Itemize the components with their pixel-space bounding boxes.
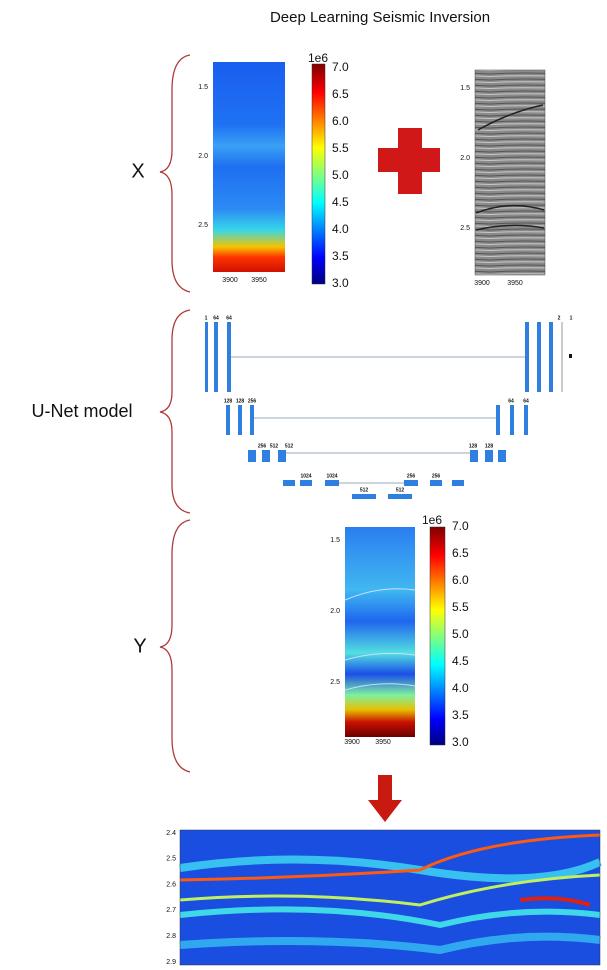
velocity-image xyxy=(213,62,285,272)
channel-label: 128 xyxy=(469,443,478,449)
y-tick: 2.4 xyxy=(166,830,176,837)
y-tick: 2.0 xyxy=(198,153,208,160)
colorbar-exponent: 1e6 xyxy=(308,51,328,65)
x-tick: 3900 xyxy=(474,280,490,287)
reflector xyxy=(475,104,545,231)
colorbar-tick: 5.5 xyxy=(332,141,349,155)
channel-label: 512 xyxy=(270,443,279,449)
section-layers xyxy=(179,833,602,955)
channel-label: 64 xyxy=(523,398,529,404)
colorbar-tick: 5.5 xyxy=(452,600,469,614)
y-tick: 1.5 xyxy=(460,85,470,92)
channel-label: 256 xyxy=(432,473,441,479)
colorbar-tick: 4.5 xyxy=(452,654,469,668)
colorbar xyxy=(311,63,326,285)
x-tick: 3900 xyxy=(344,739,360,746)
colorbar-tick: 5.0 xyxy=(332,168,349,182)
channel-label: 1024 xyxy=(326,473,337,479)
brace xyxy=(159,54,191,293)
frame xyxy=(179,829,601,966)
channel-label: 128 xyxy=(485,443,494,449)
channel-label: 256 xyxy=(258,443,267,449)
brace xyxy=(159,519,191,773)
colorbar-tick: 7.0 xyxy=(332,60,349,74)
colorbar-tick: 5.0 xyxy=(452,627,469,641)
label: Y xyxy=(133,635,146,657)
y-tick: 2.9 xyxy=(166,959,176,966)
channel-label: 256 xyxy=(407,473,416,479)
brace xyxy=(159,309,191,514)
seismic-image xyxy=(474,69,546,276)
y-tick: 2.5 xyxy=(460,225,470,232)
colorbar-tick: 6.5 xyxy=(332,87,349,101)
y-tick: 2.5 xyxy=(198,222,208,229)
x-tick: 3900 xyxy=(222,277,238,284)
y-tick: 2.0 xyxy=(460,155,470,162)
channel-label: 64 xyxy=(213,315,219,321)
colorbar-tick: 6.0 xyxy=(332,114,349,128)
channel-label: 512 xyxy=(285,443,294,449)
x-tick: 3950 xyxy=(251,277,267,284)
colorbar xyxy=(429,526,446,746)
label: X xyxy=(131,160,144,182)
y-tick: 2.5 xyxy=(330,679,340,686)
velocity-image xyxy=(345,527,415,737)
colorbar-tick: 3.5 xyxy=(452,708,469,722)
channel-label: 1 xyxy=(570,315,573,321)
plus-icon xyxy=(378,128,440,194)
channel-label: 1024 xyxy=(300,473,311,479)
colorbar-tick: 4.0 xyxy=(332,222,349,236)
y-tick: 2.5 xyxy=(166,856,176,863)
y-tick: 1.5 xyxy=(330,537,340,544)
layer xyxy=(344,588,416,691)
arrow xyxy=(368,775,402,822)
colorbar-tick: 3.5 xyxy=(332,249,349,263)
colorbar-exponent: 1e6 xyxy=(422,513,442,527)
channel-label: 256 xyxy=(248,398,257,404)
title: Deep Learning Seismic Inversion xyxy=(270,9,490,26)
y-tick: 1.5 xyxy=(198,84,208,91)
channel-label: 64 xyxy=(226,315,232,321)
colorbar-tick: 7.0 xyxy=(452,519,469,533)
channel-label: 128 xyxy=(224,398,233,404)
x-tick: 3950 xyxy=(375,739,391,746)
y-tick: 2.8 xyxy=(166,933,176,940)
y-tick: 2.6 xyxy=(166,881,176,888)
colorbar-tick: 6.5 xyxy=(452,546,469,560)
channel-label: 2 xyxy=(558,315,561,321)
colorbar-tick: 4.0 xyxy=(452,681,469,695)
channel-label: 128 xyxy=(236,398,245,404)
channel-label: 1 xyxy=(205,315,208,321)
y-tick: 2.0 xyxy=(330,608,340,615)
channel-label: 64 xyxy=(508,398,514,404)
label: U-Net model xyxy=(31,401,132,421)
y-tick: 2.7 xyxy=(166,907,176,914)
colorbar-tick: 3.0 xyxy=(332,276,349,290)
channel-label: 512 xyxy=(396,487,405,493)
colorbar-tick: 3.0 xyxy=(452,735,469,749)
colorbar-tick: 4.5 xyxy=(332,195,349,209)
colorbar-tick: 6.0 xyxy=(452,573,469,587)
x-tick: 3950 xyxy=(507,280,523,287)
channel-label: 512 xyxy=(360,487,369,493)
